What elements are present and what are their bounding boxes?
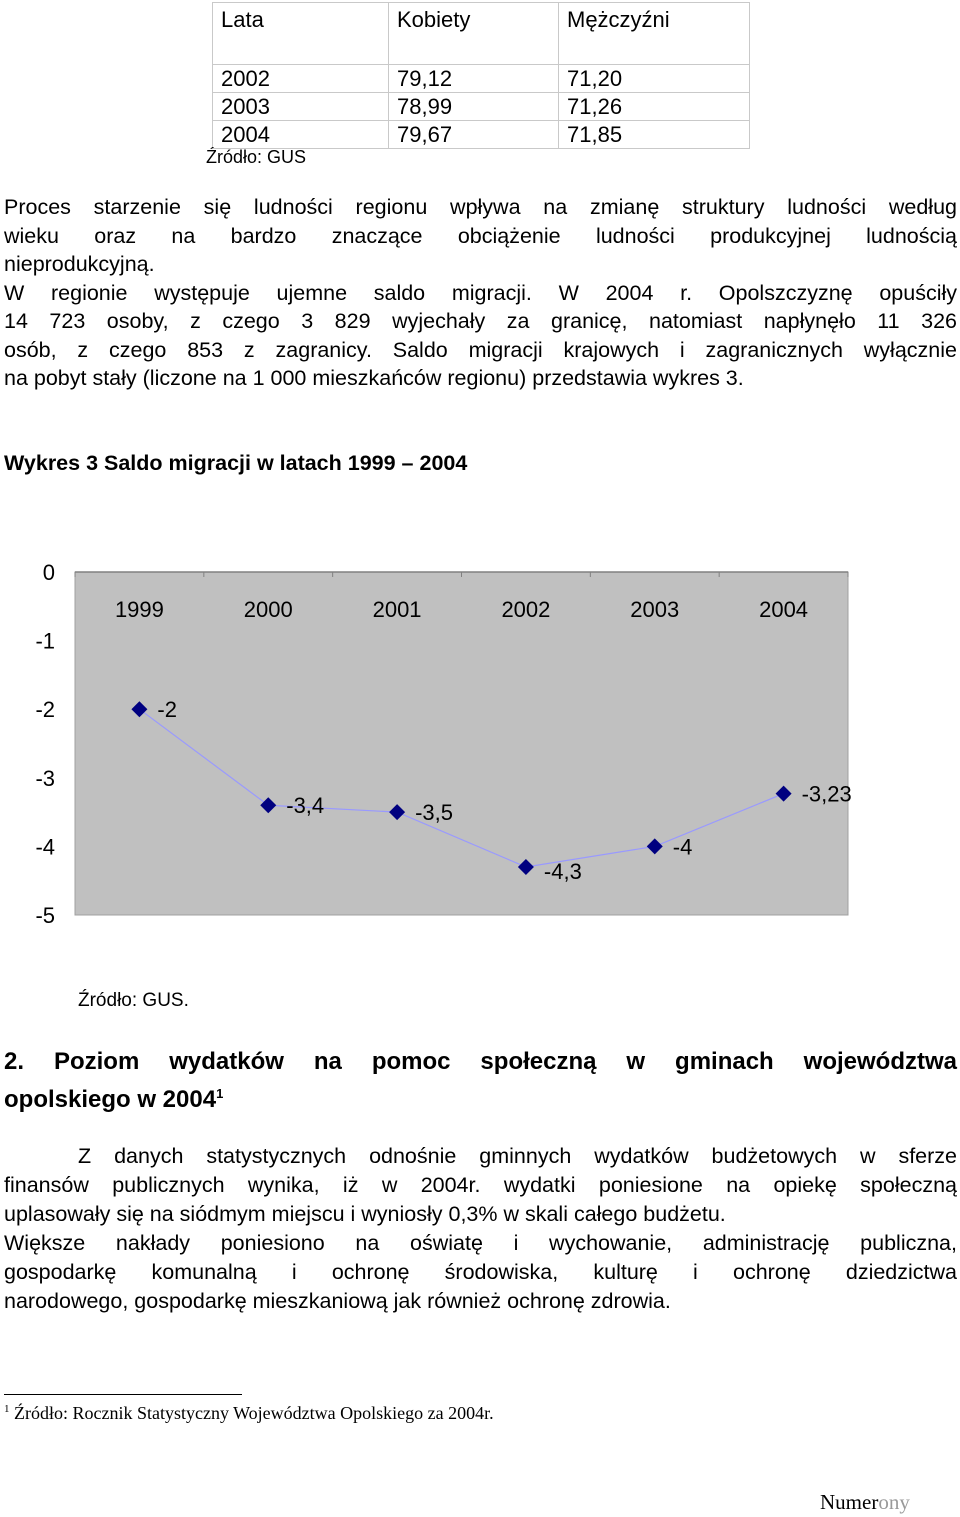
x-tick-label: 2002 [501, 597, 550, 622]
table-cell: 79,12 [388, 64, 559, 93]
data-point-marker [260, 797, 277, 814]
paragraph-line: W regionie występuje ujemne saldo migrac… [4, 280, 957, 305]
paragraph-line: Z danych statystycznych odnośnie gminnyc… [78, 1144, 957, 1168]
page-number-faded: ony [878, 1490, 910, 1514]
table-cell: 78,99 [388, 92, 559, 121]
section-heading-line1: 2. Poziom wydatków na pomoc społeczną w … [4, 1048, 957, 1075]
data-label: -3,23 [802, 782, 852, 807]
data-point-marker [517, 858, 534, 875]
y-tick-label: -1 [35, 629, 55, 654]
paragraph-line: finansów publicznych wynika, iż w 2004r.… [4, 1173, 957, 1197]
table-row: 2003 78,99 71,26 [212, 92, 750, 121]
data-point-marker [646, 838, 663, 855]
x-tick-label: 1999 [115, 597, 164, 622]
paragraph-line: Proces starzenie się ludności regionu wp… [4, 195, 957, 219]
data-label: -4 [673, 834, 693, 859]
data-point-marker [775, 785, 792, 802]
table-cell: 2002 [212, 64, 389, 93]
paragraph-line: na pobyt stały (liczone na 1 000 mieszka… [4, 366, 744, 390]
data-label: -4,3 [544, 859, 582, 884]
y-tick-label: -2 [35, 697, 55, 722]
y-tick-label: -3 [35, 766, 55, 791]
chart-source: Źródło: GUS. [78, 990, 189, 1011]
table-header-cell: Kobiety [388, 2, 559, 65]
table-header-row: Lata Kobiety Mężczyźni [212, 2, 750, 65]
chart-title: Wykres 3 Saldo migracji w latach 1999 – … [4, 451, 468, 475]
x-tick-label: 2000 [244, 597, 293, 622]
table-source: Źródło: GUS [206, 147, 307, 167]
data-label: -2 [157, 697, 177, 722]
y-tick-label: -4 [35, 834, 55, 859]
data-label: -3,4 [286, 793, 324, 818]
paragraph-line: osób, z czego 853 z zagranicy. Saldo mig… [4, 337, 957, 362]
table-row: 2002 79,12 71,20 [212, 64, 750, 93]
table-cell: 2003 [212, 92, 389, 121]
table-header-cell: Lata [212, 2, 389, 65]
table-cell: 79,67 [388, 120, 559, 149]
paragraph-line: narodowego, gospodarkę mieszkaniową jak … [4, 1289, 671, 1313]
section-heading-line2: opolskiego w 20041 [4, 1078, 957, 1116]
footnote-text: Źródło: Rocznik Statystyczny Województwa… [9, 1403, 494, 1423]
expenditure-paragraph: Z danych statystycznych odnośnie gminnyc… [4, 1142, 957, 1316]
table-row: 2004 79,67 71,85 [212, 120, 750, 149]
footnote: 1 Źródło: Rocznik Statystyczny Województ… [4, 1403, 494, 1424]
x-tick-label: 2003 [630, 597, 679, 622]
table-cell: 2004 [212, 120, 389, 149]
y-tick-label: 0 [43, 560, 55, 585]
paragraph-line: gospodarkę komunalną i ochronę środowisk… [4, 1260, 957, 1284]
section-heading-text: opolskiego w 2004 [4, 1086, 217, 1113]
paragraph-line: 14 723 osoby, z czego 3 829 wyjechały za… [4, 309, 957, 333]
table-cell: 71,85 [558, 120, 750, 149]
paragraph-line: uplasowały się na siódmym miejscu i wyni… [4, 1202, 726, 1226]
x-tick-label: 2004 [759, 597, 808, 622]
footnote-divider [4, 1394, 242, 1395]
y-tick-label: -5 [35, 903, 55, 928]
paragraph-line: Większe nakłady poniesiono na oświatę i … [4, 1231, 957, 1255]
paragraph-line: nieprodukcyjną. [4, 252, 155, 276]
page-number: Numerony [820, 1490, 910, 1515]
paragraph-line: wieku oraz na bardzo znaczące obciążenie… [4, 223, 957, 248]
table-cell: 71,20 [558, 64, 750, 93]
page-number-text: Numer [820, 1490, 879, 1514]
table-cell: 71,26 [558, 92, 750, 121]
data-label: -3,5 [415, 800, 453, 825]
data-point-marker [389, 804, 406, 821]
footnote-reference: 1 [216, 1086, 224, 1101]
migration-balance-chart: 0 -1 -2 -3 -4 -5 1999 2000 2001 2002 2003 2004 -2 -3,… [35, 560, 852, 928]
migration-paragraph: Proces starzenie się ludności regionu wp… [4, 193, 957, 393]
table-header-cell: Mężczyźni [558, 2, 750, 65]
data-point-marker [131, 701, 148, 718]
x-tick-label: 2001 [373, 597, 422, 622]
plot-area [74, 571, 849, 916]
footnote-number: 1 [4, 1403, 10, 1415]
series-line [139, 708, 784, 868]
life-expectancy-table: Lata Kobiety Mężczyźni 2002 79,12 71,20 … [212, 2, 750, 149]
